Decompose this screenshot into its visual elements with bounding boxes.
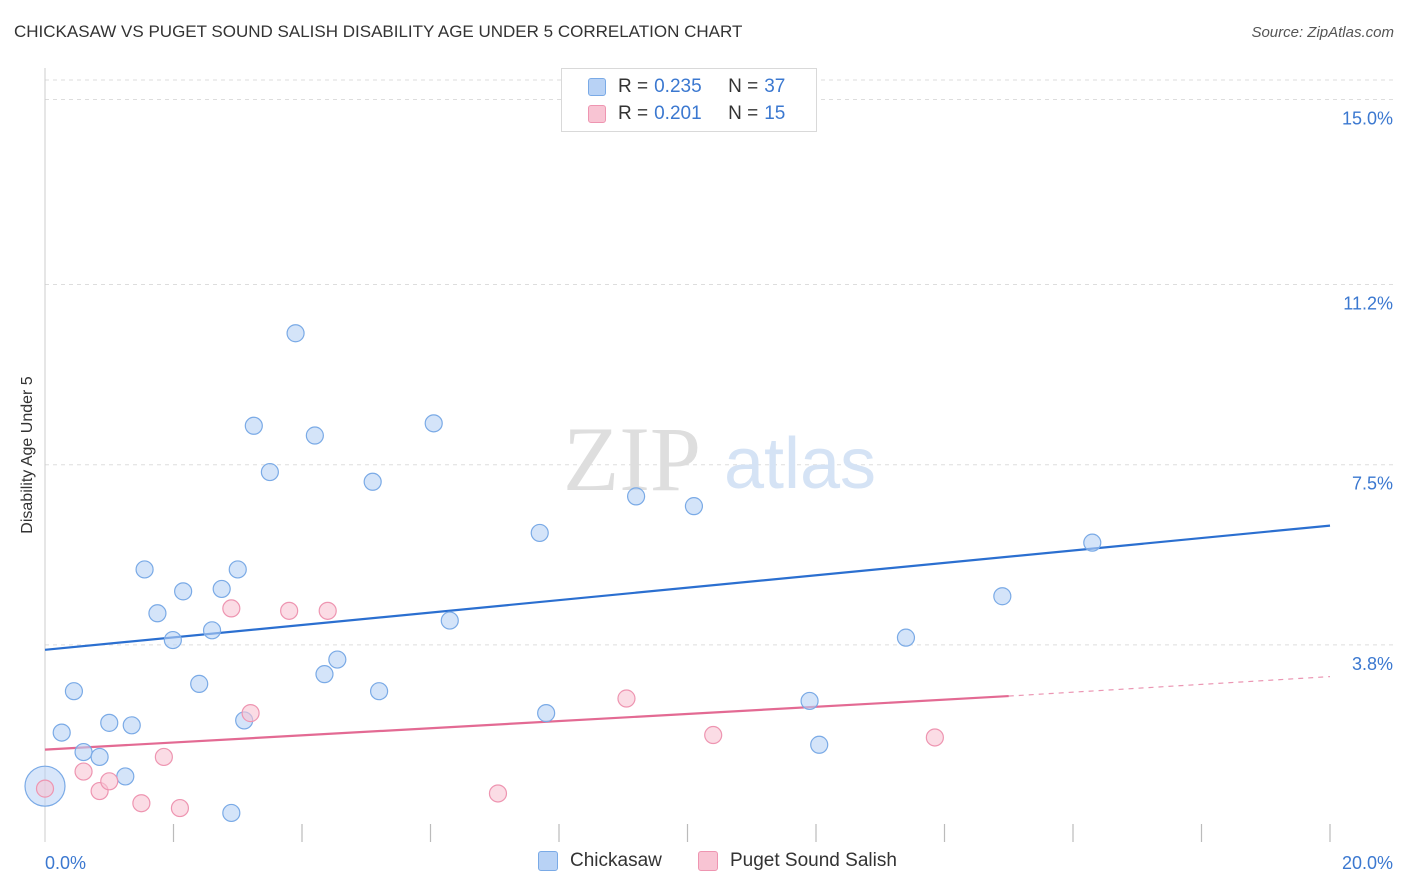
r-label: R = [618,103,649,124]
r-value: 0.235 [654,76,702,97]
y-tick-label: 3.8% [1352,654,1393,674]
chickasaw-point [135,560,154,579]
data-points [24,324,1102,823]
chickasaw-point [440,611,459,630]
chickasaw-point [163,630,182,650]
trend-lines [44,524,1331,751]
chickasaw-point [100,713,119,732]
chickasaw-trend-line [44,524,1331,651]
chickasaw-point [305,426,324,445]
salish-legend-swatch [698,851,718,871]
y-tick-label: 11.2% [1343,294,1393,314]
r-label: R = [618,76,649,97]
salish-point [617,689,636,708]
x-tick-label: 0.0% [45,853,86,873]
tick-labels: 3.8% 7.5% 11.2% 15.0% 0.0% 20.0% [45,108,1393,873]
chickasaw-point [626,487,646,506]
y-tick-label: 7.5% [1352,474,1393,494]
chickasaw-point [896,628,916,647]
n-value: 37 [764,76,786,97]
chickasaw-point [116,767,135,786]
salish-point [154,747,173,767]
r-value: 0.201 [654,103,702,124]
salish-point [318,601,337,620]
chickasaw-point [174,582,193,601]
salish-point [488,784,508,803]
legend-row-chickasaw: R = 0.235 N = 37 [588,75,785,99]
salish-swatch [588,105,606,123]
chickasaw-point [424,414,443,433]
chickasaw-point [190,674,209,693]
chickasaw-point [1083,533,1102,552]
chickasaw-point [810,735,829,754]
salish-point [222,599,241,618]
legend-item-salish: Puget Sound Salish [698,850,897,872]
chickasaw-point [244,416,263,435]
chickasaw-point [286,324,305,343]
grid-lines [45,79,1394,646]
n-value: 15 [764,103,786,124]
chickasaw-point [684,497,704,516]
chickasaw-point [90,747,109,767]
n-label: N = [728,76,759,97]
chickasaw-point [328,650,347,669]
salish-trend-line [44,694,1009,751]
chickasaw-point [148,604,167,623]
chickasaw-point [537,704,556,723]
chickasaw-point [212,579,231,599]
n-label: N = [728,103,759,124]
chickasaw-point [315,665,334,684]
salish-point [704,725,723,745]
axes [44,68,1331,842]
source-label: Source: ZipAtlas.com [1251,24,1394,41]
salish-point [132,794,151,813]
chickasaw-point [202,621,222,640]
chickasaw-point [64,682,84,701]
chart-title: CHICKASAW VS PUGET SOUND SALISH DISABILI… [14,22,743,41]
chickasaw-point [52,723,71,742]
chickasaw-point [222,803,241,823]
legend-item-chickasaw: Chickasaw [538,850,662,872]
chickasaw-swatch [588,78,606,96]
chickasaw-point [370,682,389,701]
chickasaw-point [228,560,247,579]
watermark-atlas: atlas [724,424,876,504]
salish-point [74,762,93,781]
chickasaw-point [122,716,141,735]
chickasaw-point [260,462,279,482]
chickasaw-point [363,472,382,491]
salish-point [35,779,55,798]
watermark: ZIP atlas [563,408,876,510]
chickasaw-point [530,523,549,543]
salish-point [100,772,119,791]
y-tick-label: 15.0% [1342,108,1393,128]
salish-legend-label: Puget Sound Salish [730,850,897,871]
salish-point [170,798,190,818]
salish-trend-extension [1008,675,1331,697]
chickasaw-point [74,742,93,762]
x-tick-label: 20.0% [1342,853,1393,873]
salish-point [241,704,260,723]
salish-point [280,601,299,620]
legend-row-salish: R = 0.201 N = 15 [588,102,785,126]
chickasaw-point [993,587,1012,606]
chickasaw-point [800,691,819,711]
chickasaw-legend-swatch [538,851,558,871]
salish-point [925,728,944,747]
stats-legend: R = 0.235 N = 37 R = 0.201 N = 15 [561,68,817,132]
chickasaw-legend-label: Chickasaw [570,850,662,871]
